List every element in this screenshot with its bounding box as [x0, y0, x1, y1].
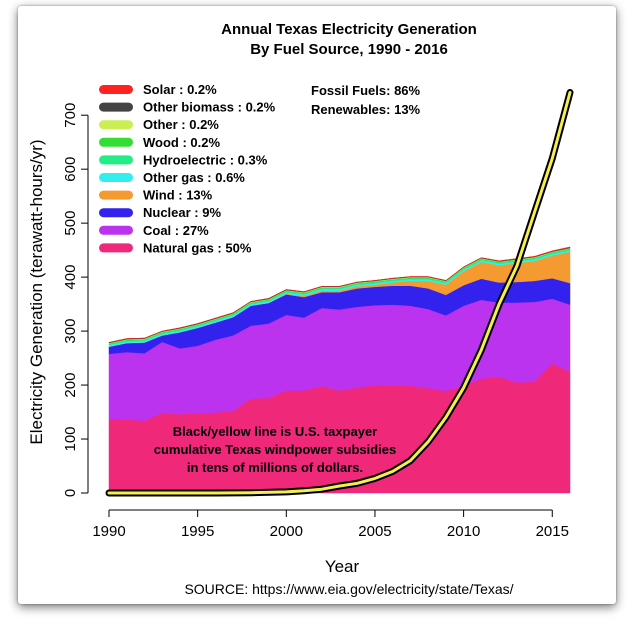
- legend-label-natural-gas: Natural gas : 50%: [143, 240, 252, 255]
- legend-label-wood: Wood : 0.2%: [143, 135, 220, 150]
- annotation-line-2: cumulative Texas windpower subsidies: [154, 442, 397, 457]
- source-note: SOURCE: https://www.eia.gov/electricity/…: [184, 581, 513, 597]
- axes: 1990 1995 2000 2005 2010 2015 0 100 200 300 400 500…: [62, 103, 569, 540]
- annotation-line-3: in tens of millions of dollars.: [187, 460, 363, 475]
- y-tick-label: 700: [62, 103, 79, 128]
- x-tick-label: 2010: [447, 523, 480, 540]
- legend-swatch-nuclear: [99, 208, 133, 218]
- legend-label-hydroelectric: Hydroelectric : 0.3%: [143, 152, 268, 167]
- legend-swatch-wood: [99, 137, 133, 147]
- y-tick-label: 400: [62, 265, 79, 290]
- area-solar: [108, 246, 571, 343]
- legend-label-nuclear: Nuclear : 9%: [143, 205, 221, 220]
- x-axis-label: Year: [325, 557, 360, 576]
- x-tick-label: 1990: [92, 523, 125, 540]
- annotation-line-1: Black/yellow line is U.S. taxpayer: [173, 424, 377, 439]
- subsidy-line-group: [105, 89, 574, 497]
- legend-label-other-gas: Other gas : 0.6%: [143, 170, 245, 185]
- chart-title-line2: By Fuel Source, 1990 - 2016: [250, 41, 448, 58]
- legend-label-coal: Coal : 27%: [143, 223, 209, 238]
- legend-label-wind: Wind : 13%: [143, 188, 213, 203]
- y-tick-label: 200: [62, 373, 79, 398]
- legend-swatch-solar: [99, 85, 133, 94]
- y-tick-label: 100: [62, 426, 79, 451]
- legend-swatch-other-gas: [99, 173, 133, 182]
- y-tick-label: 0: [62, 489, 79, 497]
- legend: Solar : 0.2% Other biomass : 0.2% Other : …: [99, 82, 276, 255]
- chart-title-line1: Annual Texas Electricity Generation: [221, 21, 477, 38]
- legend-swatch-other-biomass: [99, 102, 133, 112]
- legend-swatch-coal: [99, 225, 133, 235]
- legend-swatch-wind: [99, 190, 133, 200]
- x-tick-label: 2015: [536, 523, 569, 540]
- x-tick-label: 2005: [358, 523, 391, 540]
- legend-label-solar: Solar : 0.2%: [143, 82, 217, 97]
- y-tick-label: 600: [62, 157, 79, 182]
- subsidy-line: [107, 91, 572, 495]
- legend-label-other-biomass: Other biomass : 0.2%: [143, 100, 276, 115]
- y-tick-label: 500: [62, 211, 79, 236]
- fossil-fuels-summary: Fossil Fuels: 86%: [311, 83, 421, 98]
- y-tick-label: 300: [62, 319, 79, 344]
- y-axis-label: Electricity Generation (terawatt-hours/y…: [27, 139, 46, 444]
- legend-swatch-natural-gas: [99, 243, 133, 253]
- legend-swatch-hydroelectric: [99, 155, 133, 165]
- legend-label-other: Other : 0.2%: [143, 117, 219, 132]
- legend-swatch-other: [99, 120, 133, 130]
- x-tick-label: 1995: [181, 523, 214, 540]
- renewables-summary: Renewables: 13%: [311, 102, 421, 117]
- x-tick-label: 2000: [270, 523, 303, 540]
